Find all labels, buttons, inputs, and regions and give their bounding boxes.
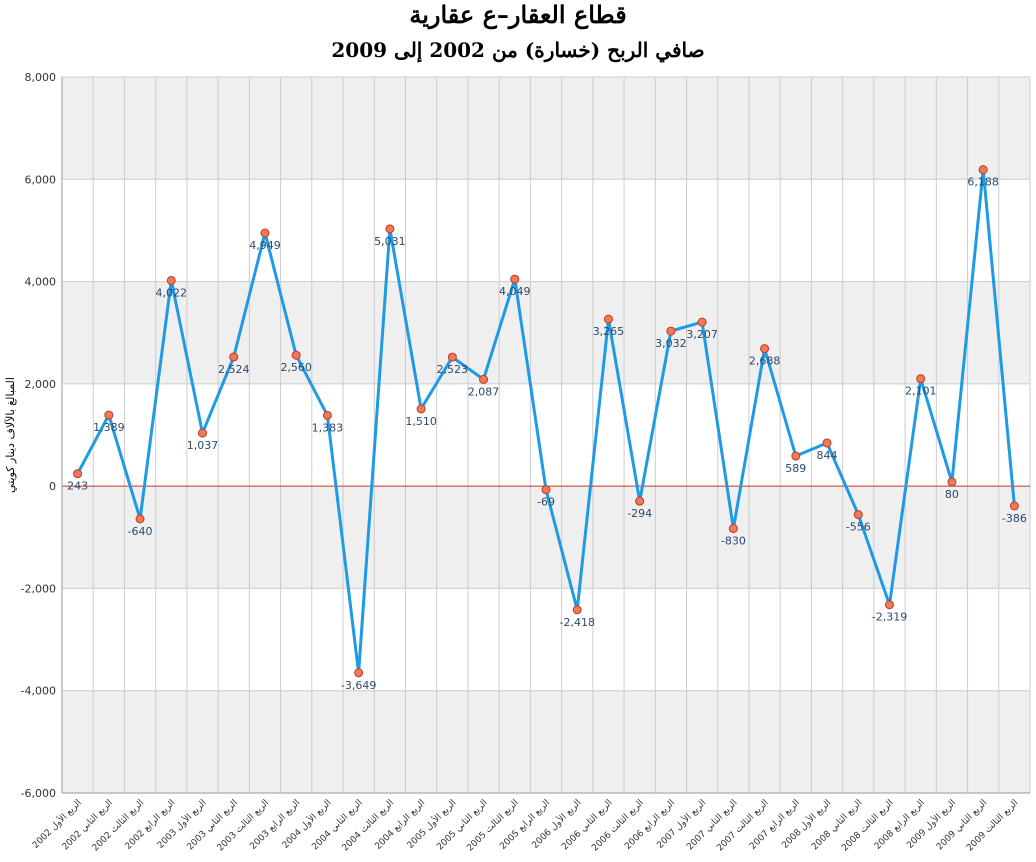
data-point xyxy=(791,451,801,461)
data-point xyxy=(947,477,957,487)
data-label: -2,418 xyxy=(559,616,594,629)
background-band xyxy=(62,486,1030,589)
data-label: 4,049 xyxy=(499,285,531,298)
data-label: -69 xyxy=(537,496,555,509)
data-label: 6,188 xyxy=(967,176,999,189)
data-labels: 243 1,389 -640 4,022 1,037 2,524 4,949 2,560 1,3… xyxy=(67,176,1027,692)
data-label: -3,649 xyxy=(341,679,376,692)
data-label: 844 xyxy=(817,449,838,462)
data-label: 1,389 xyxy=(93,421,125,434)
data-point xyxy=(884,600,894,610)
data-label: -830 xyxy=(721,535,746,548)
data-label: -556 xyxy=(846,521,871,534)
background-band xyxy=(62,179,1030,282)
data-point xyxy=(822,438,832,448)
data-label: -294 xyxy=(627,507,652,520)
data-point xyxy=(635,496,645,506)
background-band xyxy=(62,77,1030,180)
data-point xyxy=(666,326,676,336)
data-point xyxy=(416,404,426,414)
data-point xyxy=(73,469,83,479)
data-point xyxy=(916,374,926,384)
data-point xyxy=(479,374,489,384)
data-point xyxy=(166,275,176,285)
data-point xyxy=(1009,501,1019,511)
y-axis-label: المبالغ بالآلاف دينار كويتي xyxy=(4,377,17,493)
data-label: 589 xyxy=(785,462,806,475)
data-label: 2,688 xyxy=(749,355,781,368)
data-label: 2,524 xyxy=(218,363,250,376)
data-label: -2,319 xyxy=(872,611,907,624)
background-band xyxy=(62,588,1030,691)
background-band xyxy=(62,690,1030,793)
data-point xyxy=(135,514,145,524)
data-label: 3,265 xyxy=(593,325,625,338)
data-label: -640 xyxy=(128,525,153,538)
y-tick-label: 0 xyxy=(49,480,56,493)
y-tick-label: 6,000 xyxy=(25,173,57,186)
data-point xyxy=(978,165,988,175)
background-bands xyxy=(62,77,1030,793)
y-tick-label: 8,000 xyxy=(25,71,57,84)
data-label: 2,560 xyxy=(280,361,312,374)
data-points xyxy=(73,165,1019,678)
data-label: 1,037 xyxy=(187,439,219,452)
data-label: 243 xyxy=(67,480,88,493)
data-point xyxy=(291,350,301,360)
data-label: 1,383 xyxy=(312,421,344,434)
y-tick-label: -6,000 xyxy=(21,787,56,800)
y-tick-label: -4,000 xyxy=(21,685,56,698)
data-point xyxy=(260,228,270,238)
chart-subtitle: صافي الربح (خسارة) من 2002 إلى 2009 xyxy=(331,38,705,62)
data-point xyxy=(354,668,364,678)
data-label: 3,032 xyxy=(655,337,687,350)
data-point xyxy=(322,410,332,420)
data-point xyxy=(104,410,114,420)
data-label: 2,523 xyxy=(437,363,469,376)
y-axis-ticks: -6,000 -4,000 -2,000 0 2,000 4,000 6,000 8,000 xyxy=(21,71,56,800)
data-point xyxy=(229,352,239,362)
data-point xyxy=(853,510,863,520)
data-point xyxy=(760,344,770,354)
background-band xyxy=(62,281,1030,384)
y-tick-label: 2,000 xyxy=(25,378,57,391)
background-band xyxy=(62,383,1030,487)
y-tick-label: 4,000 xyxy=(25,276,57,289)
data-label: 3,207 xyxy=(686,328,718,341)
data-point xyxy=(728,524,738,534)
chart-title: قطاع العقار–ع عقارية xyxy=(409,0,627,29)
data-label: -386 xyxy=(1002,512,1027,525)
data-point xyxy=(603,314,613,324)
y-tick-label: -2,000 xyxy=(21,582,56,595)
data-point xyxy=(198,428,208,438)
data-label: 2,101 xyxy=(905,385,937,398)
data-point xyxy=(541,485,551,495)
data-point xyxy=(697,317,707,327)
data-point xyxy=(447,352,457,362)
data-label: 2,087 xyxy=(468,385,500,398)
data-point xyxy=(510,274,520,284)
data-label: 80 xyxy=(945,488,959,501)
data-label: 1,510 xyxy=(405,415,437,428)
data-label: 4,022 xyxy=(156,286,188,299)
data-point xyxy=(385,224,395,234)
data-point xyxy=(572,605,582,615)
vertical-gridlines xyxy=(61,77,1031,793)
data-label: 4,949 xyxy=(249,239,281,252)
data-label: 5,031 xyxy=(374,235,406,248)
